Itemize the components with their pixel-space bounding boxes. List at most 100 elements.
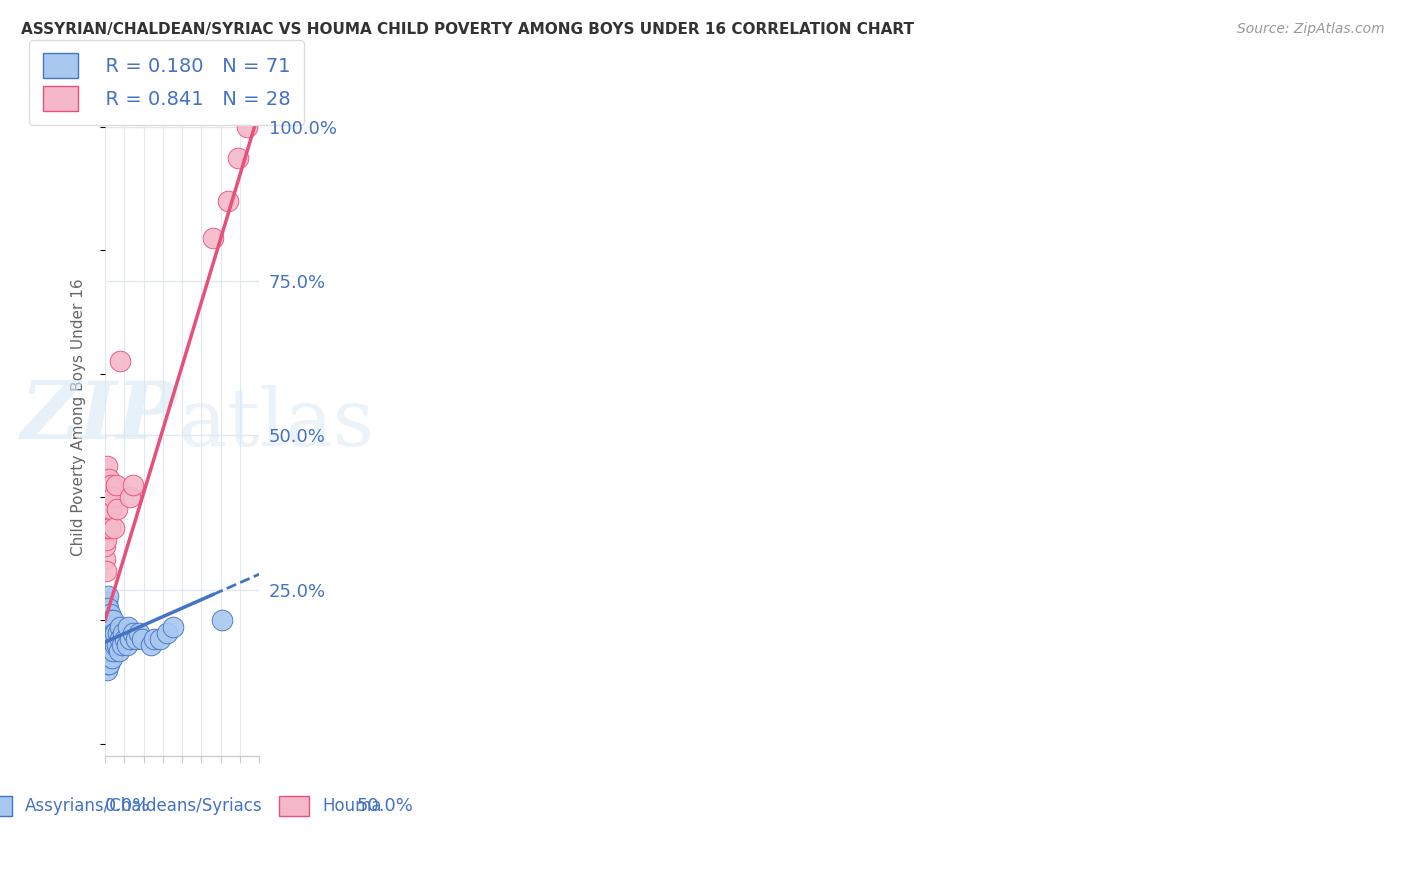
Point — [100, 638, 122, 652]
Point — [108, 620, 131, 634]
Point — [97, 502, 120, 516]
Point — [105, 502, 128, 516]
Point — [112, 625, 135, 640]
Point — [94, 540, 117, 554]
Point — [143, 632, 166, 646]
Point — [117, 620, 139, 634]
Point — [211, 614, 233, 628]
Point — [101, 620, 124, 634]
Point — [94, 521, 117, 535]
Point — [98, 607, 121, 622]
Point — [94, 625, 117, 640]
Point — [217, 194, 239, 208]
Point — [94, 620, 117, 634]
Text: ZIP: ZIP — [21, 378, 177, 456]
Point — [94, 644, 117, 658]
Point — [98, 644, 121, 658]
Point — [98, 657, 121, 671]
Point — [96, 601, 118, 615]
Point — [201, 231, 224, 245]
Point — [97, 632, 120, 646]
Point — [103, 644, 125, 658]
Point — [94, 632, 117, 646]
Point — [98, 521, 121, 535]
Y-axis label: Child Poverty Among Boys Under 16: Child Poverty Among Boys Under 16 — [72, 278, 86, 556]
Point — [121, 477, 143, 491]
Point — [100, 502, 122, 516]
Point — [98, 632, 121, 646]
Text: atlas: atlas — [179, 384, 374, 463]
Point — [94, 607, 117, 622]
Point — [96, 663, 118, 677]
Point — [162, 620, 184, 634]
Point — [96, 459, 118, 474]
Point — [96, 477, 118, 491]
Point — [98, 620, 121, 634]
Point — [101, 650, 124, 665]
Point — [97, 620, 120, 634]
Point — [97, 625, 120, 640]
Point — [100, 644, 122, 658]
Point — [97, 508, 120, 523]
Point — [236, 120, 259, 134]
Point — [94, 657, 117, 671]
Point — [96, 614, 118, 628]
Point — [111, 638, 134, 652]
Point — [149, 632, 172, 646]
Point — [105, 638, 128, 652]
Point — [94, 551, 117, 566]
Point — [104, 477, 127, 491]
Point — [98, 625, 121, 640]
Point — [96, 521, 118, 535]
Point — [96, 644, 118, 658]
Point — [96, 502, 118, 516]
Point — [96, 533, 118, 548]
Point — [97, 601, 120, 615]
Point — [98, 472, 121, 486]
Point — [104, 638, 127, 652]
Point — [115, 638, 138, 652]
Point — [103, 521, 125, 535]
Point — [114, 632, 136, 646]
Text: 0.0%: 0.0% — [105, 797, 150, 815]
Point — [101, 638, 124, 652]
Point — [141, 638, 163, 652]
Point — [97, 657, 120, 671]
Point — [94, 638, 117, 652]
Point — [110, 354, 132, 368]
Point — [121, 625, 143, 640]
Text: Source: ZipAtlas.com: Source: ZipAtlas.com — [1237, 22, 1385, 37]
Point — [97, 490, 120, 504]
Point — [96, 638, 118, 652]
Point — [96, 650, 118, 665]
Point — [100, 477, 122, 491]
Point — [108, 644, 131, 658]
Point — [97, 650, 120, 665]
Point — [96, 632, 118, 646]
Point — [101, 490, 124, 504]
Point — [110, 632, 132, 646]
Point — [226, 151, 249, 165]
Point — [103, 632, 125, 646]
Point — [103, 625, 125, 640]
Point — [100, 632, 122, 646]
Point — [125, 632, 148, 646]
Point — [96, 620, 118, 634]
Point — [118, 632, 141, 646]
Point — [128, 625, 150, 640]
Point — [94, 490, 117, 504]
Point — [97, 614, 120, 628]
Legend: Assyrians/Chaldeans/Syriacs, Houma: Assyrians/Chaldeans/Syriacs, Houma — [0, 789, 389, 822]
Point — [94, 564, 117, 578]
Point — [96, 625, 118, 640]
Point — [98, 638, 121, 652]
Point — [97, 589, 120, 603]
Point — [96, 595, 118, 609]
Point — [101, 614, 124, 628]
Point — [97, 644, 120, 658]
Point — [104, 625, 127, 640]
Point — [131, 632, 153, 646]
Point — [107, 625, 129, 640]
Point — [96, 607, 118, 622]
Point — [94, 614, 117, 628]
